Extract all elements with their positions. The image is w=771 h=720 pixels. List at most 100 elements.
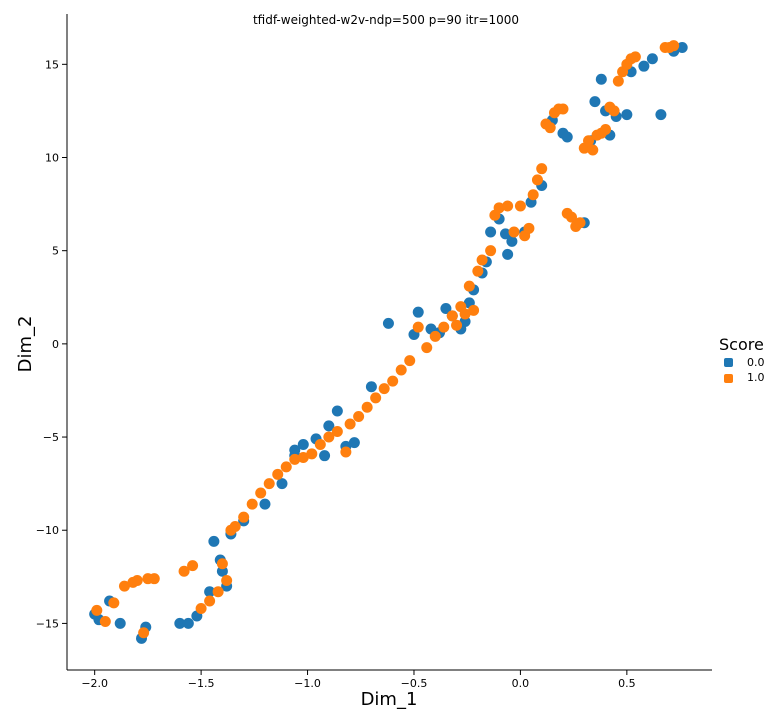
data-point-series-0 [174,617,186,629]
data-point-series-1 [493,202,505,214]
x-tick-label: −1.5 [188,677,215,690]
x-axis-ticks: −2.0 −1.5 −1.0 −0.5 0.0 0.5 [81,670,636,690]
data-point-series-1 [451,319,463,331]
data-point-series-1 [216,558,228,570]
data-point-series-1 [370,392,382,404]
data-point-series-1 [387,375,399,387]
data-point-series-1 [527,189,539,201]
data-point-series-1 [485,245,497,257]
x-axis-title: Dim_1 [361,689,418,710]
data-point-series-1 [536,163,548,175]
data-point-series-1 [472,265,484,277]
data-point-series-1 [566,211,578,223]
data-point-series-1 [459,308,471,320]
y-axis-ticks: −15 −10 −5 0 5 10 15 [36,58,67,630]
data-point-series-0 [182,617,194,629]
legend-title: Score [719,335,764,354]
data-point-series-1 [629,51,641,63]
data-point-series-1 [574,217,586,229]
data-point-series-1 [463,280,475,292]
data-point-series-1 [323,431,335,443]
data-point-series-0 [646,53,658,65]
data-point-series-0 [208,535,220,547]
data-point-series-1 [314,439,326,450]
data-point-series-0 [348,437,360,449]
data-point-series-1 [514,200,526,212]
data-point-series-0 [595,73,607,85]
data-point-series-0 [114,617,126,629]
data-point-series-1 [221,575,233,587]
data-point-series-0 [276,478,288,490]
data-point-series-1 [340,446,352,458]
data-point-series-0 [319,450,331,462]
data-point-series-1 [412,321,424,333]
data-point-series-0 [259,498,271,510]
data-point-series-0 [502,248,514,260]
y-tick-label: 10 [45,152,59,165]
data-point-series-1 [306,448,318,460]
x-tick-label: −0.5 [401,677,428,690]
data-point-series-1 [195,603,207,614]
data-point-series-1 [187,560,199,572]
data-point-series-1 [361,401,373,413]
data-point-series-1 [583,135,595,147]
data-point-series-1 [508,226,520,238]
data-point-series-1 [404,355,416,367]
data-point-series-1 [531,174,543,186]
legend: Score 0.0 1.0 [719,335,765,384]
plot-area [89,40,688,644]
data-point-series-1 [446,310,458,322]
x-tick-label: 0.5 [618,677,636,690]
data-point-series-1 [99,616,111,628]
data-point-series-1 [344,418,356,430]
data-point-series-1 [429,330,441,342]
data-point-series-1 [378,383,390,395]
y-tick-label: −15 [36,617,59,630]
data-point-series-0 [676,42,688,54]
data-point-series-1 [131,575,143,587]
data-point-series-1 [395,364,407,376]
data-point-series-1 [476,254,488,266]
data-point-series-1 [502,200,514,212]
data-point-series-1 [421,342,433,354]
y-tick-label: 0 [52,338,59,351]
data-point-series-1 [178,565,190,577]
data-point-series-0 [485,226,497,238]
data-point-series-1 [212,586,224,598]
data-point-series-1 [118,580,130,592]
x-tick-label: −1.0 [294,677,321,690]
data-point-series-1 [331,425,343,437]
data-point-series-0 [323,420,335,432]
data-point-series-0 [506,235,518,247]
data-point-series-0 [331,405,343,417]
y-tick-label: 5 [52,245,59,258]
data-point-series-0 [655,109,667,121]
data-point-series-1 [544,122,556,134]
data-point-series-1 [148,573,160,585]
data-point-series-0 [621,109,633,121]
chart-title: tfidf-weighted-w2v-ndp=500 p=90 itr=1000 [253,13,519,27]
data-point-series-1 [523,222,535,234]
data-point-series-1 [280,461,292,473]
y-tick-label: 15 [45,58,59,71]
y-axis-title: Dim_2 [15,316,36,373]
data-point-series-1 [108,597,120,609]
x-tick-label: 0.0 [512,677,530,690]
data-point-series-0 [204,586,216,598]
data-point-series-1 [204,595,216,607]
data-point-series-1 [246,498,258,510]
data-point-series-0 [440,302,452,314]
data-point-series-1 [600,124,612,136]
data-point-series-0 [382,317,394,329]
data-point-series-1 [297,452,309,464]
data-point-series-1 [668,40,680,52]
data-point-series-1 [468,304,480,316]
x-tick-label: −2.0 [81,677,108,690]
data-point-series-1 [587,144,599,156]
data-point-series-1 [138,627,150,639]
data-point-series-0 [500,228,512,240]
legend-label-0: 0.0 [747,356,765,369]
data-point-series-0 [638,60,650,72]
data-point-series-1 [229,521,241,532]
data-point-series-1 [608,105,620,117]
